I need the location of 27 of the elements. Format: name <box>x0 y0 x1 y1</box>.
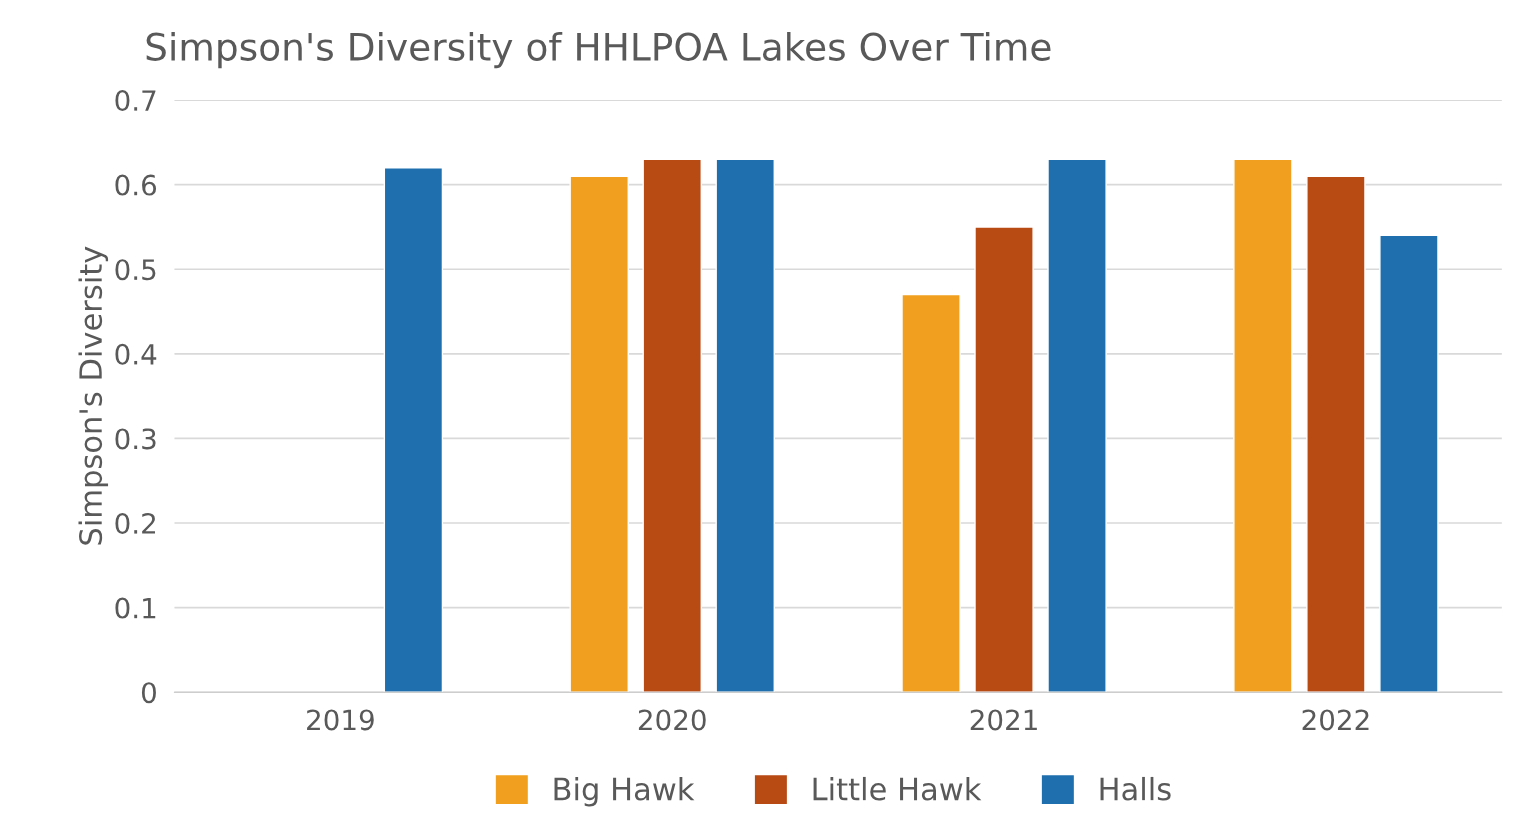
y-tick-label: 0 <box>141 682 156 704</box>
y-tick-label: 0.2 <box>115 512 156 534</box>
y-tick-label: 0.5 <box>115 259 156 281</box>
y-tick-label: 0.4 <box>115 343 157 365</box>
bar <box>715 158 775 693</box>
x-tick-label: 2020 <box>638 709 706 731</box>
bar <box>642 158 702 693</box>
legend-label: Halls <box>1100 776 1171 801</box>
bar <box>1379 234 1439 693</box>
x-tick-label: 2019 <box>307 709 374 731</box>
bar <box>1047 158 1107 693</box>
legend-label: Little Hawk <box>813 776 982 801</box>
chart-title: Simpson's Diversity of HHLPOA Lakes Over Time <box>146 31 1051 69</box>
x-tick-label: 2022 <box>1302 709 1369 731</box>
y-tick-label: 0.1 <box>115 597 156 619</box>
y-axis-title: Simpson's Diversity <box>78 246 109 545</box>
bar <box>901 293 961 693</box>
bar <box>1233 158 1293 693</box>
bar <box>383 167 444 693</box>
bar <box>1306 175 1366 693</box>
legend-label: Big Hawk <box>554 776 695 807</box>
x-tick-label: 2021 <box>970 709 1037 731</box>
y-tick-label: 0.7 <box>115 90 156 112</box>
y-tick-label: 0.6 <box>115 174 157 196</box>
y-tick-label: 0.3 <box>115 428 156 450</box>
bar <box>569 175 629 693</box>
bar <box>974 226 1034 693</box>
